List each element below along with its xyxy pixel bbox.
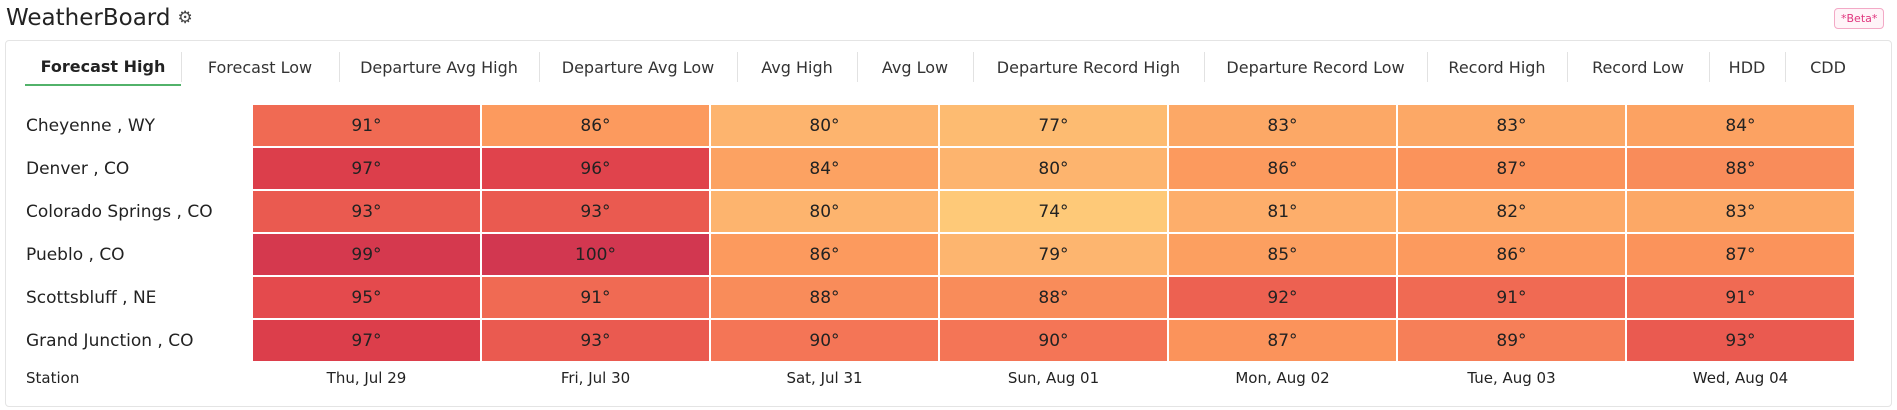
app-title: WeatherBoard bbox=[6, 5, 171, 31]
date-column-header: Sun, Aug 01 bbox=[1007, 369, 1100, 387]
date-column-header: Sat, Jul 31 bbox=[786, 369, 863, 387]
table-row: Denver , CO 97° 96° 84° 80° 86° 87° 88° bbox=[17, 148, 1856, 189]
station-name: Colorado Springs , CO bbox=[26, 201, 213, 222]
table-row: Scottsbluff , NE 95° 91° 88° 88° 92° 91°… bbox=[17, 277, 1856, 318]
temp-cell: 100° bbox=[482, 234, 709, 275]
temp-cell: 83° bbox=[1169, 105, 1396, 146]
temp-cell: 74° bbox=[940, 191, 1167, 232]
temp-cell: 80° bbox=[711, 105, 938, 146]
temp-cell: 95° bbox=[253, 277, 480, 318]
tab-avg-high[interactable]: Avg High bbox=[737, 48, 857, 86]
date-column-header: Mon, Aug 02 bbox=[1235, 369, 1330, 387]
temp-cell: 89° bbox=[1398, 320, 1625, 361]
tab-avg-low[interactable]: Avg Low bbox=[857, 48, 973, 86]
tab-departure-avg-low[interactable]: Departure Avg Low bbox=[539, 48, 737, 86]
temp-cell: 83° bbox=[1398, 105, 1625, 146]
temp-cell: 90° bbox=[940, 320, 1167, 361]
beta-badge: *Beta* bbox=[1834, 8, 1885, 29]
station-name: Pueblo , CO bbox=[26, 244, 125, 265]
tab-departure-record-low[interactable]: Departure Record Low bbox=[1204, 48, 1427, 86]
temp-cell: 99° bbox=[253, 234, 480, 275]
table-row: Pueblo , CO 99° 100° 86° 79° 85° 86° 87° bbox=[17, 234, 1856, 275]
temp-cell: 86° bbox=[482, 105, 709, 146]
temp-cell: 87° bbox=[1627, 234, 1854, 275]
temp-cell: 97° bbox=[253, 148, 480, 189]
temp-cell: 84° bbox=[1627, 105, 1854, 146]
temp-cell: 93° bbox=[482, 320, 709, 361]
temp-cell: 93° bbox=[482, 191, 709, 232]
temp-cell: 91° bbox=[1398, 277, 1625, 318]
date-column-header: Fri, Jul 30 bbox=[560, 369, 631, 387]
station-name: Grand Junction , CO bbox=[26, 330, 194, 351]
tab-forecast-high[interactable]: Forecast High bbox=[25, 48, 181, 86]
temp-cell: 96° bbox=[482, 148, 709, 189]
temp-cell: 81° bbox=[1169, 191, 1396, 232]
tab-departure-avg-high[interactable]: Departure Avg High bbox=[339, 48, 539, 86]
temp-cell: 77° bbox=[940, 105, 1167, 146]
tab-record-low[interactable]: Record Low bbox=[1567, 48, 1709, 86]
temp-cell: 79° bbox=[940, 234, 1167, 275]
dashboard-card bbox=[5, 40, 1892, 407]
temp-cell: 84° bbox=[711, 148, 938, 189]
app-header: WeatherBoard ⚙ bbox=[6, 2, 193, 34]
table-row: Cheyenne , WY 91° 86° 80° 77° 83° 83° 84… bbox=[17, 105, 1856, 146]
temp-cell: 91° bbox=[1627, 277, 1854, 318]
temp-cell: 83° bbox=[1627, 191, 1854, 232]
temp-cell: 91° bbox=[482, 277, 709, 318]
station-column-header: Station bbox=[26, 369, 80, 387]
temp-cell: 93° bbox=[253, 191, 480, 232]
temp-cell: 91° bbox=[253, 105, 480, 146]
temp-cell: 87° bbox=[1169, 320, 1396, 361]
temp-cell: 85° bbox=[1169, 234, 1396, 275]
date-column-header: Wed, Aug 04 bbox=[1692, 369, 1789, 387]
temp-cell: 86° bbox=[711, 234, 938, 275]
date-column-header: Thu, Jul 29 bbox=[326, 369, 407, 387]
temp-cell: 82° bbox=[1398, 191, 1625, 232]
station-name: Cheyenne , WY bbox=[26, 115, 156, 136]
table-row: Grand Junction , CO 97° 93° 90° 90° 87° … bbox=[17, 320, 1856, 361]
temp-cell: 97° bbox=[253, 320, 480, 361]
tab-forecast-low[interactable]: Forecast Low bbox=[181, 48, 339, 86]
date-column-header: Tue, Aug 03 bbox=[1467, 369, 1556, 387]
temp-cell: 88° bbox=[940, 277, 1167, 318]
temp-cell: 86° bbox=[1169, 148, 1396, 189]
temp-cell: 88° bbox=[711, 277, 938, 318]
temp-cell: 90° bbox=[711, 320, 938, 361]
tab-cdd[interactable]: CDD bbox=[1785, 48, 1871, 86]
tab-hdd[interactable]: HDD bbox=[1709, 48, 1785, 86]
temp-cell: 80° bbox=[940, 148, 1167, 189]
temp-cell: 80° bbox=[711, 191, 938, 232]
temp-cell: 88° bbox=[1627, 148, 1854, 189]
tab-departure-record-high[interactable]: Departure Record High bbox=[973, 48, 1204, 86]
station-name: Scottsbluff , NE bbox=[26, 287, 157, 308]
metric-tabs: Forecast High Forecast Low Departure Avg… bbox=[25, 48, 1871, 86]
gear-icon[interactable]: ⚙ bbox=[177, 7, 193, 28]
table-row: Colorado Springs , CO 93° 93° 80° 74° 81… bbox=[17, 191, 1856, 232]
temp-cell: 93° bbox=[1627, 320, 1854, 361]
tab-record-high[interactable]: Record High bbox=[1427, 48, 1567, 86]
temp-cell: 92° bbox=[1169, 277, 1396, 318]
temp-cell: 87° bbox=[1398, 148, 1625, 189]
heatmap-table: Cheyenne , WY 91° 86° 80° 77° 83° 83° 84… bbox=[17, 105, 1856, 393]
temp-cell: 86° bbox=[1398, 234, 1625, 275]
table-footer: Station Thu, Jul 29 Fri, Jul 30 Sat, Jul… bbox=[17, 363, 1856, 393]
station-name: Denver , CO bbox=[26, 158, 130, 179]
